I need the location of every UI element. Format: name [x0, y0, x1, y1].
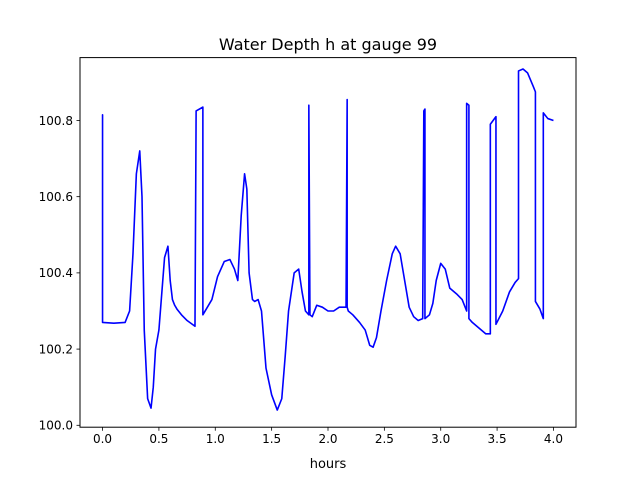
y-tick-label: 100.6 — [39, 190, 73, 204]
series-line — [101, 68, 554, 411]
y-tick-label: 100.4 — [39, 266, 73, 280]
y-tick-label: 100.8 — [39, 114, 73, 128]
series-layer — [101, 68, 554, 411]
x-tick-label: 1.5 — [262, 432, 281, 446]
chart-title: Water Depth h at gauge 99 — [219, 35, 437, 54]
x-tick-label: 2.5 — [375, 432, 394, 446]
x-tick-label: 4.0 — [544, 432, 563, 446]
axis-ticks: 0.0 0.5 1.0 1.5 2.0 2.5 3.0 3.5 4.0 100.0 100.2 100… — [39, 114, 563, 446]
x-tick-label: 0.5 — [149, 432, 168, 446]
axes-frame — [79, 57, 577, 428]
x-axis-label: hours — [310, 457, 347, 472]
x-tick-label: 1.0 — [206, 432, 225, 446]
y-tick-label: 100.0 — [39, 419, 73, 433]
x-tick-label: 3.5 — [488, 432, 507, 446]
x-tick-label: 3.0 — [431, 432, 450, 446]
x-tick-label: 2.0 — [318, 432, 337, 446]
y-tick-label: 100.2 — [39, 342, 73, 356]
x-tick-label: 0.0 — [93, 432, 112, 446]
